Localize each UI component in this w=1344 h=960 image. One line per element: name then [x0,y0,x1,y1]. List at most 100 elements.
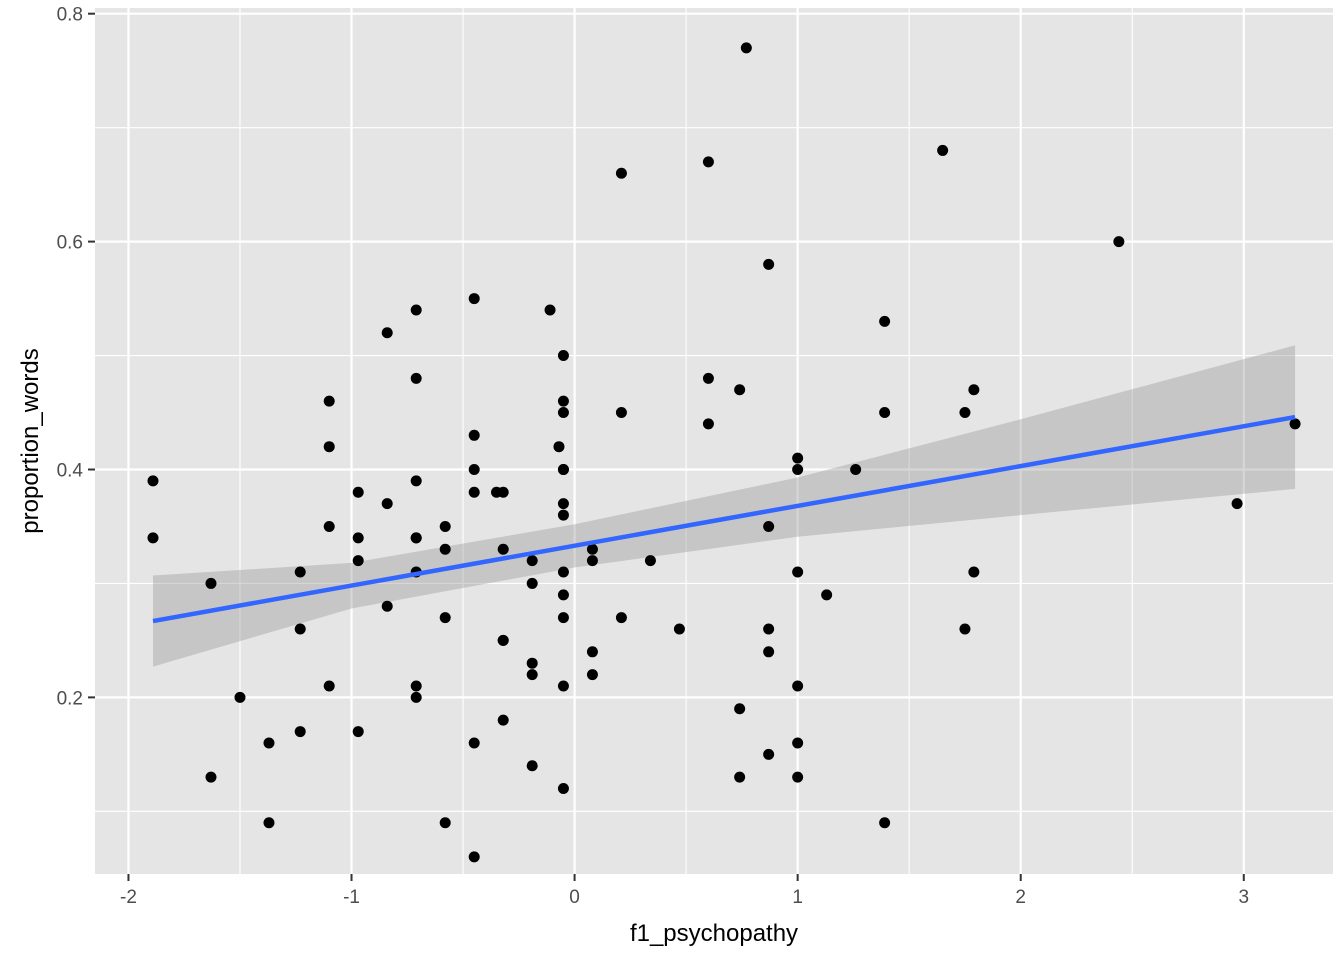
data-point [557,566,569,578]
data-point [702,156,714,168]
data-point [439,612,451,624]
data-point [497,543,509,555]
data-point [147,475,159,487]
data-point [410,680,422,692]
data-point [959,623,971,635]
data-point [410,475,422,487]
x-tick-label: -1 [343,887,360,908]
data-point [205,771,217,783]
data-point [586,646,598,658]
data-point [557,407,569,419]
data-point [615,167,627,179]
data-point [323,520,335,532]
x-tick-label: -2 [120,887,137,908]
data-point [557,350,569,362]
data-point [702,372,714,384]
data-point [234,691,246,703]
data-point [263,737,275,749]
data-point [526,669,538,681]
data-point [205,577,217,589]
data-point [294,726,306,738]
minor-grid [95,8,1333,874]
x-axis-title: f1_psychopathy [630,920,798,947]
data-point [644,555,656,567]
data-point [850,463,862,475]
data-point [734,703,746,715]
x-tick-label: 0 [569,887,580,908]
data-point [821,589,833,601]
data-point [792,771,804,783]
data-point [352,726,364,738]
data-point [410,532,422,544]
x-tick-label: 3 [1238,887,1249,908]
data-point [526,555,538,567]
data-point [544,304,556,316]
data-point [1289,418,1301,430]
data-point [557,589,569,601]
data-point [468,293,480,305]
y-axis: 0.2 0.4 0.6 0.8 [57,5,95,709]
data-point [557,783,569,795]
trend-line [152,414,1296,624]
data-point [586,669,598,681]
data-point [557,463,569,475]
data-point [439,543,451,555]
data-point [147,532,159,544]
data-point [673,623,685,635]
data-point [792,452,804,464]
data-point [439,520,451,532]
data-point [586,555,598,567]
data-point [381,498,393,510]
data-point [497,486,509,498]
data-point [763,520,775,532]
data-point [294,623,306,635]
y-tick-label: 0.2 [57,688,83,709]
data-point [352,555,364,567]
data-point [792,463,804,475]
confidence-band [153,345,1296,667]
y-axis-title: proportion_words [17,348,44,533]
data-point [323,395,335,407]
data-point [323,680,335,692]
data-point [352,532,364,544]
x-tick-label: 2 [1015,887,1026,908]
data-point [410,372,422,384]
data-points [147,42,1301,863]
data-point [263,817,275,829]
y-tick-label: 0.8 [57,5,83,26]
data-point [381,600,393,612]
data-point [879,407,891,419]
data-point [410,304,422,316]
data-point [526,760,538,772]
x-tick-label: 1 [792,887,803,908]
y-tick-label: 0.4 [57,460,84,481]
data-point [381,327,393,339]
data-point [615,407,627,419]
data-point [763,258,775,270]
data-point [323,441,335,453]
data-point [1231,498,1243,510]
data-point [557,612,569,624]
data-point [468,463,480,475]
data-point [526,657,538,669]
data-point [553,441,565,453]
data-point [763,748,775,760]
data-point [352,486,364,498]
data-point [468,486,480,498]
data-point [734,384,746,396]
data-point [968,566,980,578]
data-point [1113,236,1125,248]
data-point [763,623,775,635]
data-point [526,577,538,589]
data-point [959,407,971,419]
data-point [497,634,509,646]
data-point [879,315,891,327]
y-tick-label: 0.6 [57,233,83,254]
data-point [497,714,509,726]
data-point [410,691,422,703]
data-point [702,418,714,430]
data-point [586,543,598,555]
data-point [557,509,569,521]
data-point [468,429,480,441]
